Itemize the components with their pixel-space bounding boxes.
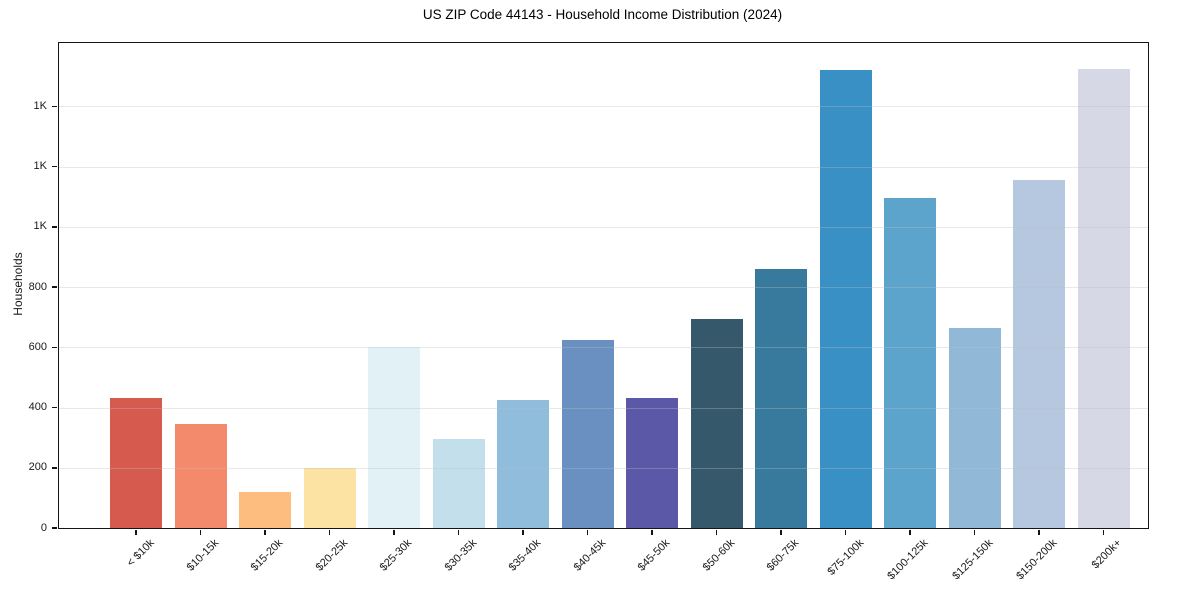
gridline bbox=[59, 106, 1148, 108]
bar bbox=[174, 424, 227, 528]
y-tick-label: 400 bbox=[28, 401, 47, 413]
gridline bbox=[59, 226, 1148, 228]
x-tick-mark bbox=[393, 529, 395, 535]
y-tick-label: 0 bbox=[40, 521, 47, 534]
bar bbox=[755, 268, 807, 528]
x-tick-label: $75-100k bbox=[825, 537, 866, 578]
bar bbox=[561, 339, 614, 528]
x-tick-label: $10-15k bbox=[184, 537, 221, 574]
x-tick-mark bbox=[715, 529, 718, 535]
bar bbox=[432, 439, 485, 528]
bar bbox=[303, 467, 356, 528]
x-tick-mark bbox=[199, 529, 202, 535]
x-tick-mark bbox=[651, 529, 653, 535]
gridline bbox=[59, 407, 1148, 409]
x-tick-label: $15-20k bbox=[248, 537, 286, 574]
gridline bbox=[59, 347, 1148, 349]
x-tick-label: $200k+ bbox=[1089, 537, 1124, 572]
bar bbox=[368, 347, 420, 528]
x-tick-label: $20-25k bbox=[313, 537, 350, 574]
y-tick-mark bbox=[52, 406, 57, 409]
x-tick-label: $25-30k bbox=[377, 537, 415, 574]
x-tick-label: $60-75k bbox=[764, 537, 802, 574]
x-tick-label: < $10k bbox=[124, 537, 157, 570]
bar bbox=[819, 70, 872, 528]
x-tick-mark bbox=[264, 529, 266, 535]
x-tick-mark bbox=[586, 529, 589, 535]
y-tick-label: 1K bbox=[33, 160, 47, 172]
x-tick-label: $100-125k bbox=[885, 537, 931, 583]
y-tick-mark bbox=[52, 226, 57, 228]
gridline bbox=[59, 287, 1148, 288]
y-tick-mark bbox=[52, 105, 57, 107]
x-tick-mark bbox=[522, 529, 524, 535]
x-tick-mark bbox=[844, 529, 847, 535]
plot-area: 0 200 400 600 800 1K 1K 1K < $10k $10-15k $15-20k $… bbox=[29, 42, 1149, 582]
bar bbox=[1077, 68, 1130, 528]
bar bbox=[690, 318, 743, 528]
x-tick-label: $40-45k bbox=[571, 537, 608, 574]
x-tick-mark bbox=[973, 529, 976, 535]
x-tick-mark bbox=[328, 529, 331, 535]
bar bbox=[1013, 180, 1065, 528]
y-tick-mark bbox=[52, 467, 57, 469]
y-tick-mark bbox=[52, 286, 57, 288]
y-tick-label: 200 bbox=[28, 461, 47, 474]
y-tick-label: 600 bbox=[28, 340, 47, 353]
bar bbox=[239, 491, 291, 528]
x-tick-label: $45-50k bbox=[635, 537, 673, 574]
bar bbox=[948, 327, 1001, 528]
y-tick-mark bbox=[52, 527, 57, 529]
y-tick-label: 800 bbox=[28, 280, 47, 293]
x-tick-mark bbox=[135, 529, 137, 535]
gridline bbox=[59, 467, 1148, 469]
bar bbox=[110, 398, 162, 528]
x-tick-label: $35-40k bbox=[506, 537, 544, 574]
x-tick-label: $125-150k bbox=[949, 537, 995, 583]
bar bbox=[626, 398, 678, 528]
bar bbox=[884, 198, 936, 528]
x-tick-mark bbox=[457, 529, 460, 535]
x-tick-mark bbox=[1102, 529, 1105, 535]
y-tick-mark bbox=[52, 346, 57, 348]
bar bbox=[497, 399, 549, 528]
x-tick-mark bbox=[1038, 529, 1040, 535]
gridline bbox=[59, 166, 1148, 168]
x-tick-label: $30-35k bbox=[442, 537, 479, 574]
y-tick-mark bbox=[52, 165, 57, 168]
x-tick-mark bbox=[780, 529, 782, 535]
x-tick-label: $50-60k bbox=[700, 537, 737, 574]
y-tick-label: 1K bbox=[33, 99, 47, 112]
y-tick-label: 1K bbox=[33, 220, 47, 233]
chart-title: US ZIP Code 44143 - Household Income Dis… bbox=[422, 7, 783, 22]
x-tick-label: $150-200k bbox=[1014, 537, 1060, 583]
x-tick-mark bbox=[909, 529, 911, 535]
